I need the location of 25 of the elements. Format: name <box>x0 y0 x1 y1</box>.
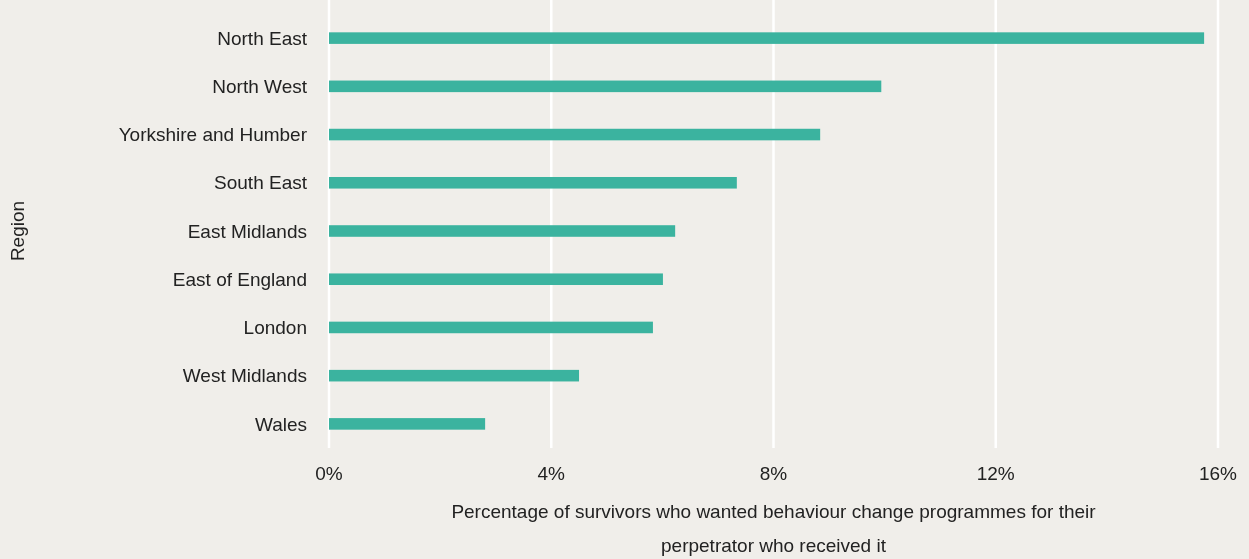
y-tick-label: East Midlands <box>187 220 307 242</box>
bar <box>329 128 821 141</box>
y-tick-label: North West <box>212 75 308 97</box>
x-tick-label: 8% <box>759 463 788 484</box>
y-tick-label: East of England <box>172 268 307 290</box>
y-tick-label: North East <box>217 27 308 49</box>
y-tick-label: Yorkshire and Humber <box>118 124 308 146</box>
bar <box>329 273 663 286</box>
x-tick-label: 12% <box>976 463 1015 484</box>
y-tick-label: London <box>243 317 307 339</box>
y-tick-label: South East <box>214 172 308 194</box>
bar <box>329 321 653 334</box>
bar <box>329 32 1205 44</box>
x-tick-label: 4% <box>537 463 566 484</box>
y-tick-label: West Midlands <box>182 365 307 387</box>
y-axis-title: Region <box>7 200 28 262</box>
x-axis-title: Percentage of survivors who wanted behaviour change programmes for their perpetrator who received it <box>451 501 1097 556</box>
bar <box>329 176 737 189</box>
bar <box>329 418 486 430</box>
bar <box>329 369 580 382</box>
x-tick-label: 0% <box>315 463 343 484</box>
bar <box>329 80 882 93</box>
x-tick-label: 16% <box>1198 463 1238 484</box>
y-tick-label: Wales <box>254 413 307 435</box>
bar <box>329 225 676 237</box>
